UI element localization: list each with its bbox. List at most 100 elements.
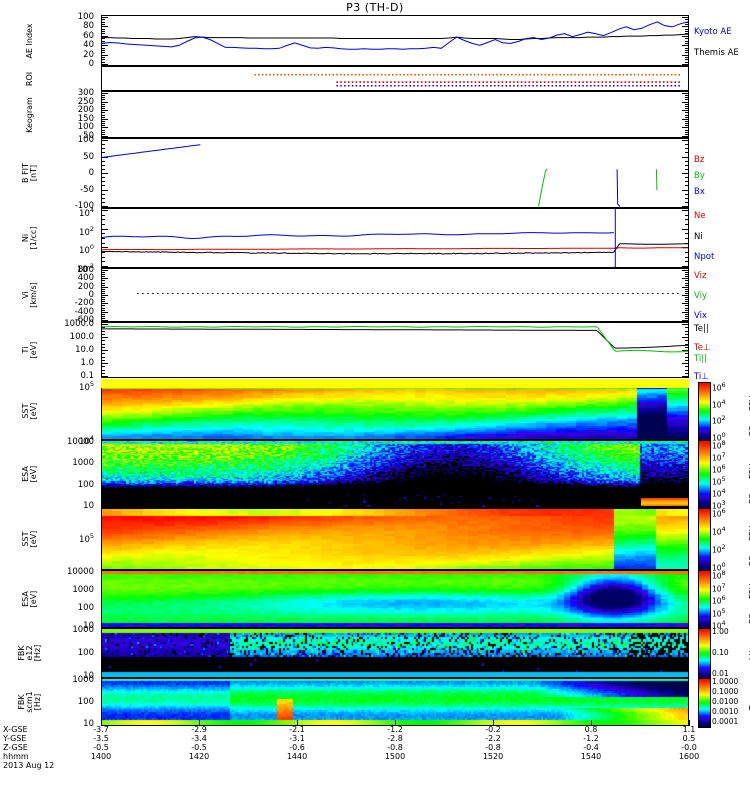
y-tick-ni-1: 102 [0,225,98,237]
roi-marker [485,74,487,76]
roi-marker [578,81,580,83]
roi-marker [586,81,588,83]
roi-marker [386,85,388,87]
tick-mark-minor [101,132,105,133]
roi-marker [528,85,530,87]
roi-marker [303,74,305,76]
roi-marker [513,85,515,87]
roi-marker [678,85,680,87]
roi-marker [632,81,634,83]
roi-marker [436,85,438,87]
data-trace [656,169,657,190]
roi-marker [515,74,517,76]
roi-marker [475,85,477,87]
roi-marker [509,81,511,83]
tick-mark [101,136,108,137]
roi-marker [545,74,547,76]
roi-marker [494,81,496,83]
roi-marker [359,85,361,87]
y-tick-ae-2: 60 [0,32,98,41]
roi-marker [663,81,665,83]
tick-mark-minor [685,125,689,126]
colorbar-tick-esa1-1: 107 [712,452,726,462]
roi-marker [628,85,630,87]
roi-marker [459,85,461,87]
roi-marker [406,85,408,87]
roi-marker [348,81,350,83]
roi-marker [432,81,434,83]
roi-marker [609,85,611,87]
roi-marker [471,81,473,83]
roi-marker [336,74,338,76]
data-trace [617,169,620,206]
roi-marker [530,74,532,76]
colorbar-tick-fbk2-4: 0.0001 [712,718,738,726]
roi-marker [310,74,312,76]
roi-marker [392,74,394,76]
tick-mark-minor [685,112,689,113]
roi-marker [589,74,591,76]
roi-marker [417,81,419,83]
tick-mark-minor [685,99,689,100]
tick-mark-minor [685,108,689,109]
y-tick-ae-4: 20 [0,51,98,60]
roi-marker [262,74,264,76]
roi-marker [467,85,469,87]
roi-marker [601,85,603,87]
roi-marker [667,74,669,76]
legend-temperature-1: Te⊥ [694,344,710,353]
roi-marker [678,74,680,76]
y-tick-ni-2: 100 [0,243,98,255]
roi-marker [359,81,361,83]
y-tick-esa2-0: 10000 [0,568,98,577]
roi-marker [619,74,621,76]
spectrogram-esa1 [102,441,688,507]
roi-marker [601,81,603,83]
trace-roi [102,67,688,90]
roi-marker [613,85,615,87]
tick-mark [101,127,108,128]
roi-marker [440,85,442,87]
y-tick-bfit-1: 50 [0,153,98,162]
roi-marker [413,85,415,87]
roi-marker [398,81,400,83]
y-tick-bfit-2: 0 [0,169,98,178]
roi-marker [463,81,465,83]
roi-marker [641,74,643,76]
roi-marker [598,81,600,83]
colorbar-tick-fbk2-3: 0.0010 [712,708,738,716]
roi-marker [362,74,364,76]
roi-marker [509,85,511,87]
tick-mark [101,119,108,120]
roi-marker [444,85,446,87]
roi-marker [513,81,515,83]
roi-marker [344,85,346,87]
tick-mark-minor [101,115,105,116]
legend-temperature-2: Ti|| [694,355,707,364]
roi-marker [325,74,327,76]
tick-mark-minor [685,132,689,133]
tick-mark-minor [101,117,105,118]
roi-marker [617,81,619,83]
roi-marker [288,74,290,76]
plot-canvas: P3 (TH-D) AE Index 100 80 60 40 20 0 ROI Keogram… [0,0,750,800]
roi-marker [518,74,520,76]
colorbar-tick-sst1-0: 106 [712,382,726,392]
y-tick-ae-1: 80 [0,22,98,31]
roi-marker [526,74,528,76]
tick-mark-minor [685,115,689,116]
y-tick-bfit-3: -50 [0,186,98,195]
y-tick-fbk1-1: 100 [0,649,98,658]
roi-marker [590,85,592,87]
roi-marker [567,85,569,87]
roi-marker [406,81,408,83]
roi-marker [336,85,338,87]
roi-marker [640,85,642,87]
roi-marker [336,81,338,83]
y-tick-fbk1-0: 1000 [0,626,98,635]
roi-marker [478,74,480,76]
roi-marker [429,74,431,76]
colorbar-tick-sst1-2: 102 [712,415,726,425]
trace-bfit [102,139,688,207]
legend-bfit-1: By [694,172,705,181]
